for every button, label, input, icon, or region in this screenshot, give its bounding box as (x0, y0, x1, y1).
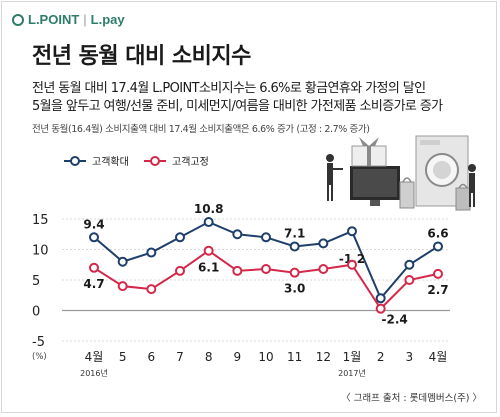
data-point-series-2 (404, 275, 415, 285)
data-point-series-2 (347, 259, 357, 270)
shopping-illustration (326, 135, 476, 211)
x-tick-label: 10 (258, 350, 273, 364)
data-point-series-2 (232, 265, 243, 276)
x-tick-label: 7 (176, 350, 184, 364)
data-point-series-2 (146, 284, 157, 295)
source-credit: 〈 그래프 출처 : 롯데멤버스(주) 〉 (341, 393, 482, 404)
data-label-series-1: -1.2 (339, 252, 365, 266)
data-label-series-2: 4.7 (83, 277, 104, 291)
x-tick-label: 9 (234, 350, 242, 364)
data-label-series-2: -2.4 (382, 313, 408, 327)
data-point-series-1 (347, 226, 357, 237)
x-tick-label: 4월 (429, 350, 448, 364)
data-point-series-1 (175, 232, 185, 243)
data-point-series-1 (433, 241, 443, 252)
data-label-series-1: 6.6 (427, 226, 448, 240)
data-point-series-1 (404, 259, 415, 270)
data-point-series-1 (261, 232, 271, 243)
y-tick-label: 5 (32, 274, 40, 289)
data-point-series-2 (261, 264, 271, 275)
data-point-series-2 (175, 265, 185, 276)
logo: L.POINT | L.pay (12, 12, 125, 27)
x-tick-label: 12 (316, 350, 331, 364)
lpoint-logo-icon (12, 13, 24, 26)
x-tick-label: 6 (148, 350, 156, 364)
data-point-series-1 (89, 232, 99, 243)
data-label-series-1: 9.4 (83, 217, 104, 231)
footnote: 전년 동월(16.4월) 소비지출액 대비 17.4월 소비지출액은 6.6% … (32, 124, 370, 135)
data-point-series-2 (375, 303, 386, 314)
data-point-series-2 (203, 245, 214, 256)
y-tick-label: 10 (32, 244, 49, 259)
data-point-series-2 (433, 268, 443, 279)
data-point-series-2 (89, 262, 99, 273)
data-point-series-1 (232, 229, 243, 240)
data-point-series-2 (289, 267, 300, 278)
legend-label-1: 고객확대 (92, 157, 129, 168)
data-point-series-1 (289, 241, 300, 252)
logo-primary: L.POINT (28, 12, 80, 27)
logo-separator: | (83, 12, 87, 27)
legend-label-2: 고객고정 (172, 157, 209, 168)
x-year-label: 2016년 (80, 368, 108, 378)
x-tick-label: 2 (377, 350, 385, 364)
data-point-series-2 (318, 264, 329, 275)
x-tick-label: 1월 (343, 350, 362, 364)
data-label-series-1: 10.8 (194, 202, 224, 216)
data-point-series-2 (117, 281, 128, 292)
x-tick-label: 4월 (85, 350, 104, 364)
x-tick-label: 11 (287, 350, 302, 364)
y-unit-label: (%) (32, 352, 47, 362)
data-label-series-2: 6.1 (198, 261, 219, 275)
data-point-series-1 (117, 256, 128, 267)
y-tick-label: 15 (32, 213, 49, 228)
data-label-series-2: 3.0 (284, 282, 305, 296)
line-chart: 15 10 5 0 -5 (%) 4월 5 6 7 8 9 10 11 12 1월 2 3 4월 2016년 2017년… (32, 202, 450, 378)
y-tick-label: -5 (32, 335, 45, 350)
legend-swatch-2 (144, 155, 166, 166)
page-title: 전년 동월 대비 소비지수 (32, 44, 251, 69)
y-tick-label: 0 (32, 305, 40, 320)
x-tick-label: 8 (205, 350, 213, 364)
description: 전년 동월 대비 17.4월 L.POINT소비지수는 6.6%로 황금연휴와 … (32, 80, 492, 116)
x-tick-label: 3 (406, 350, 414, 364)
logo-secondary: L.pay (90, 12, 125, 27)
data-point-series-1 (146, 247, 157, 258)
data-point-series-1 (318, 238, 329, 249)
x-year-label: 2017년 (338, 368, 366, 378)
data-label-series-2: 2.7 (427, 283, 448, 297)
data-point-series-1 (375, 293, 386, 304)
description-line-1: 전년 동월 대비 17.4월 L.POINT소비지수는 6.6%로 황금연휴와 … (32, 81, 426, 96)
legend-item-series-1: 고객확대 (64, 153, 129, 168)
data-point-series-1 (203, 217, 214, 228)
legend-swatch-1 (64, 155, 86, 166)
x-tick-label: 5 (119, 350, 127, 364)
legend-item-series-2: 고객고정 (144, 153, 209, 168)
data-label-series-1: 7.1 (284, 226, 305, 240)
description-line-2: 5월을 앞두고 여행/선물 준비, 미세먼지/여름을 대비한 가전제품 소비증가… (32, 99, 443, 114)
